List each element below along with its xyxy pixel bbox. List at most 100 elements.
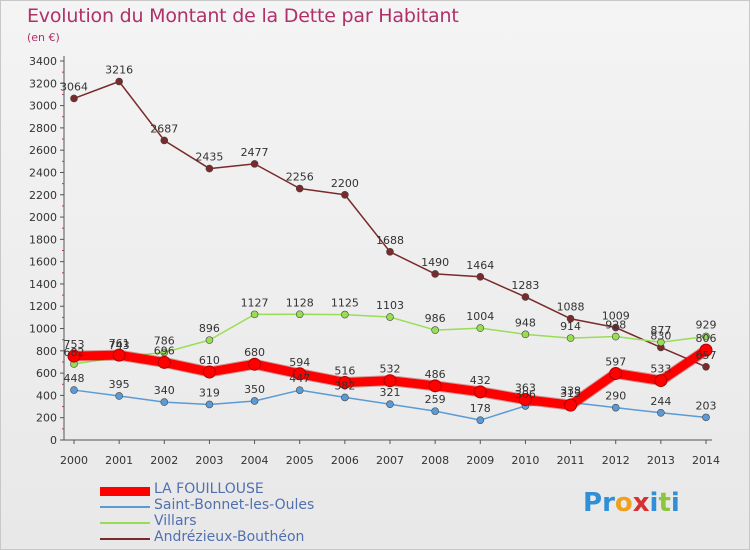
data-label: 1490	[421, 256, 449, 269]
data-point	[476, 324, 485, 332]
data-point	[115, 392, 123, 400]
data-point	[67, 349, 81, 363]
logo-letter: i	[649, 488, 659, 518]
data-point	[702, 413, 710, 422]
x-tick-label: 2002	[150, 454, 178, 467]
data-label: 319	[199, 386, 220, 399]
logo-letter: t	[658, 488, 671, 518]
x-tick-label: 2012	[602, 454, 630, 467]
data-point	[611, 323, 620, 332]
data-point	[657, 409, 665, 417]
data-point	[341, 190, 349, 199]
data-label: 877	[650, 324, 671, 337]
data-label: 1688	[376, 234, 404, 247]
y-tick-label: 2200	[29, 189, 57, 202]
data-point	[518, 393, 532, 407]
data-label: 948	[515, 316, 536, 329]
x-tick-label: 2010	[511, 454, 539, 467]
proxiti-logo: Proxiti	[583, 488, 680, 518]
data-point	[431, 326, 439, 334]
data-label: 682	[64, 346, 85, 359]
data-point	[702, 362, 710, 371]
data-label: 753	[64, 338, 85, 351]
data-label: 1009	[602, 310, 630, 323]
x-tick-label: 2004	[241, 454, 269, 467]
data-point	[205, 336, 214, 344]
data-point	[386, 248, 394, 256]
data-point	[157, 355, 171, 369]
data-point	[521, 293, 530, 301]
data-label: 743	[109, 339, 130, 352]
x-tick-label: 2013	[647, 454, 675, 467]
data-label: 259	[425, 393, 446, 406]
data-label: 786	[154, 334, 175, 347]
data-label: 244	[650, 395, 671, 408]
data-label: 2687	[150, 122, 178, 135]
y-tick-label: 3200	[29, 77, 57, 90]
data-point	[112, 348, 126, 362]
data-point	[566, 314, 575, 323]
x-tick-label: 2006	[331, 454, 359, 467]
data-label: 3216	[105, 64, 133, 77]
data-point	[611, 403, 620, 412]
legend-item: Andrézieux-Bouthéon	[100, 529, 400, 547]
legend-label: LA FOUILLOUSE	[154, 481, 264, 497]
y-tick-label: 200	[36, 412, 57, 425]
data-point	[295, 184, 304, 193]
data-label: 806	[696, 332, 717, 345]
data-label: 321	[380, 386, 401, 399]
y-tick-label: 600	[36, 367, 57, 380]
data-point	[338, 375, 352, 389]
data-label: 830	[650, 329, 671, 342]
data-point	[386, 313, 394, 321]
logo-letter: i	[670, 488, 680, 518]
data-label: 1125	[331, 297, 359, 310]
data-point	[205, 400, 214, 409]
logo-letter: r	[602, 488, 615, 518]
data-point	[205, 164, 214, 173]
data-point	[341, 393, 349, 402]
data-label: 516	[334, 364, 355, 377]
y-tick-label: 1600	[29, 256, 57, 269]
y-tick-label: 2400	[29, 166, 57, 179]
data-label: 594	[289, 356, 310, 369]
legend-label: Saint-Bonnet-les-Oules	[154, 497, 315, 513]
data-label: 178	[470, 402, 491, 415]
x-tick-label: 2000	[60, 454, 88, 467]
data-label: 928	[605, 319, 626, 332]
logo-letter: x	[632, 488, 650, 518]
x-tick-label: 2007	[376, 454, 404, 467]
data-label: 338	[560, 384, 581, 397]
data-point	[654, 374, 668, 388]
data-point	[248, 357, 262, 371]
data-point	[699, 343, 713, 357]
data-label: 2256	[286, 171, 314, 184]
chart-subtitle: (en €)	[27, 31, 60, 44]
data-label: 986	[425, 312, 446, 325]
y-tick-label: 1000	[29, 323, 57, 336]
data-point	[657, 338, 665, 347]
data-point	[564, 398, 578, 412]
data-point	[383, 374, 397, 388]
x-tick-label: 2011	[557, 454, 585, 467]
y-tick-label: 800	[36, 345, 57, 358]
y-tick-label: 400	[36, 389, 57, 402]
data-point	[473, 385, 487, 399]
legend-item: Villars	[100, 513, 400, 531]
data-label: 306	[515, 388, 536, 401]
data-label: 3064	[60, 80, 88, 93]
data-point	[160, 136, 169, 145]
y-tick-label: 3400	[29, 55, 57, 68]
data-label: 350	[244, 383, 265, 396]
data-point	[250, 310, 259, 319]
legend-item: Saint-Bonnet-les-Oules	[100, 497, 400, 515]
data-label: 290	[605, 390, 626, 403]
data-label: 532	[380, 363, 401, 376]
data-label: 914	[560, 320, 581, 333]
data-point	[160, 348, 169, 357]
data-label: 363	[515, 382, 536, 395]
data-point	[431, 407, 439, 415]
data-label: 447	[289, 372, 310, 385]
